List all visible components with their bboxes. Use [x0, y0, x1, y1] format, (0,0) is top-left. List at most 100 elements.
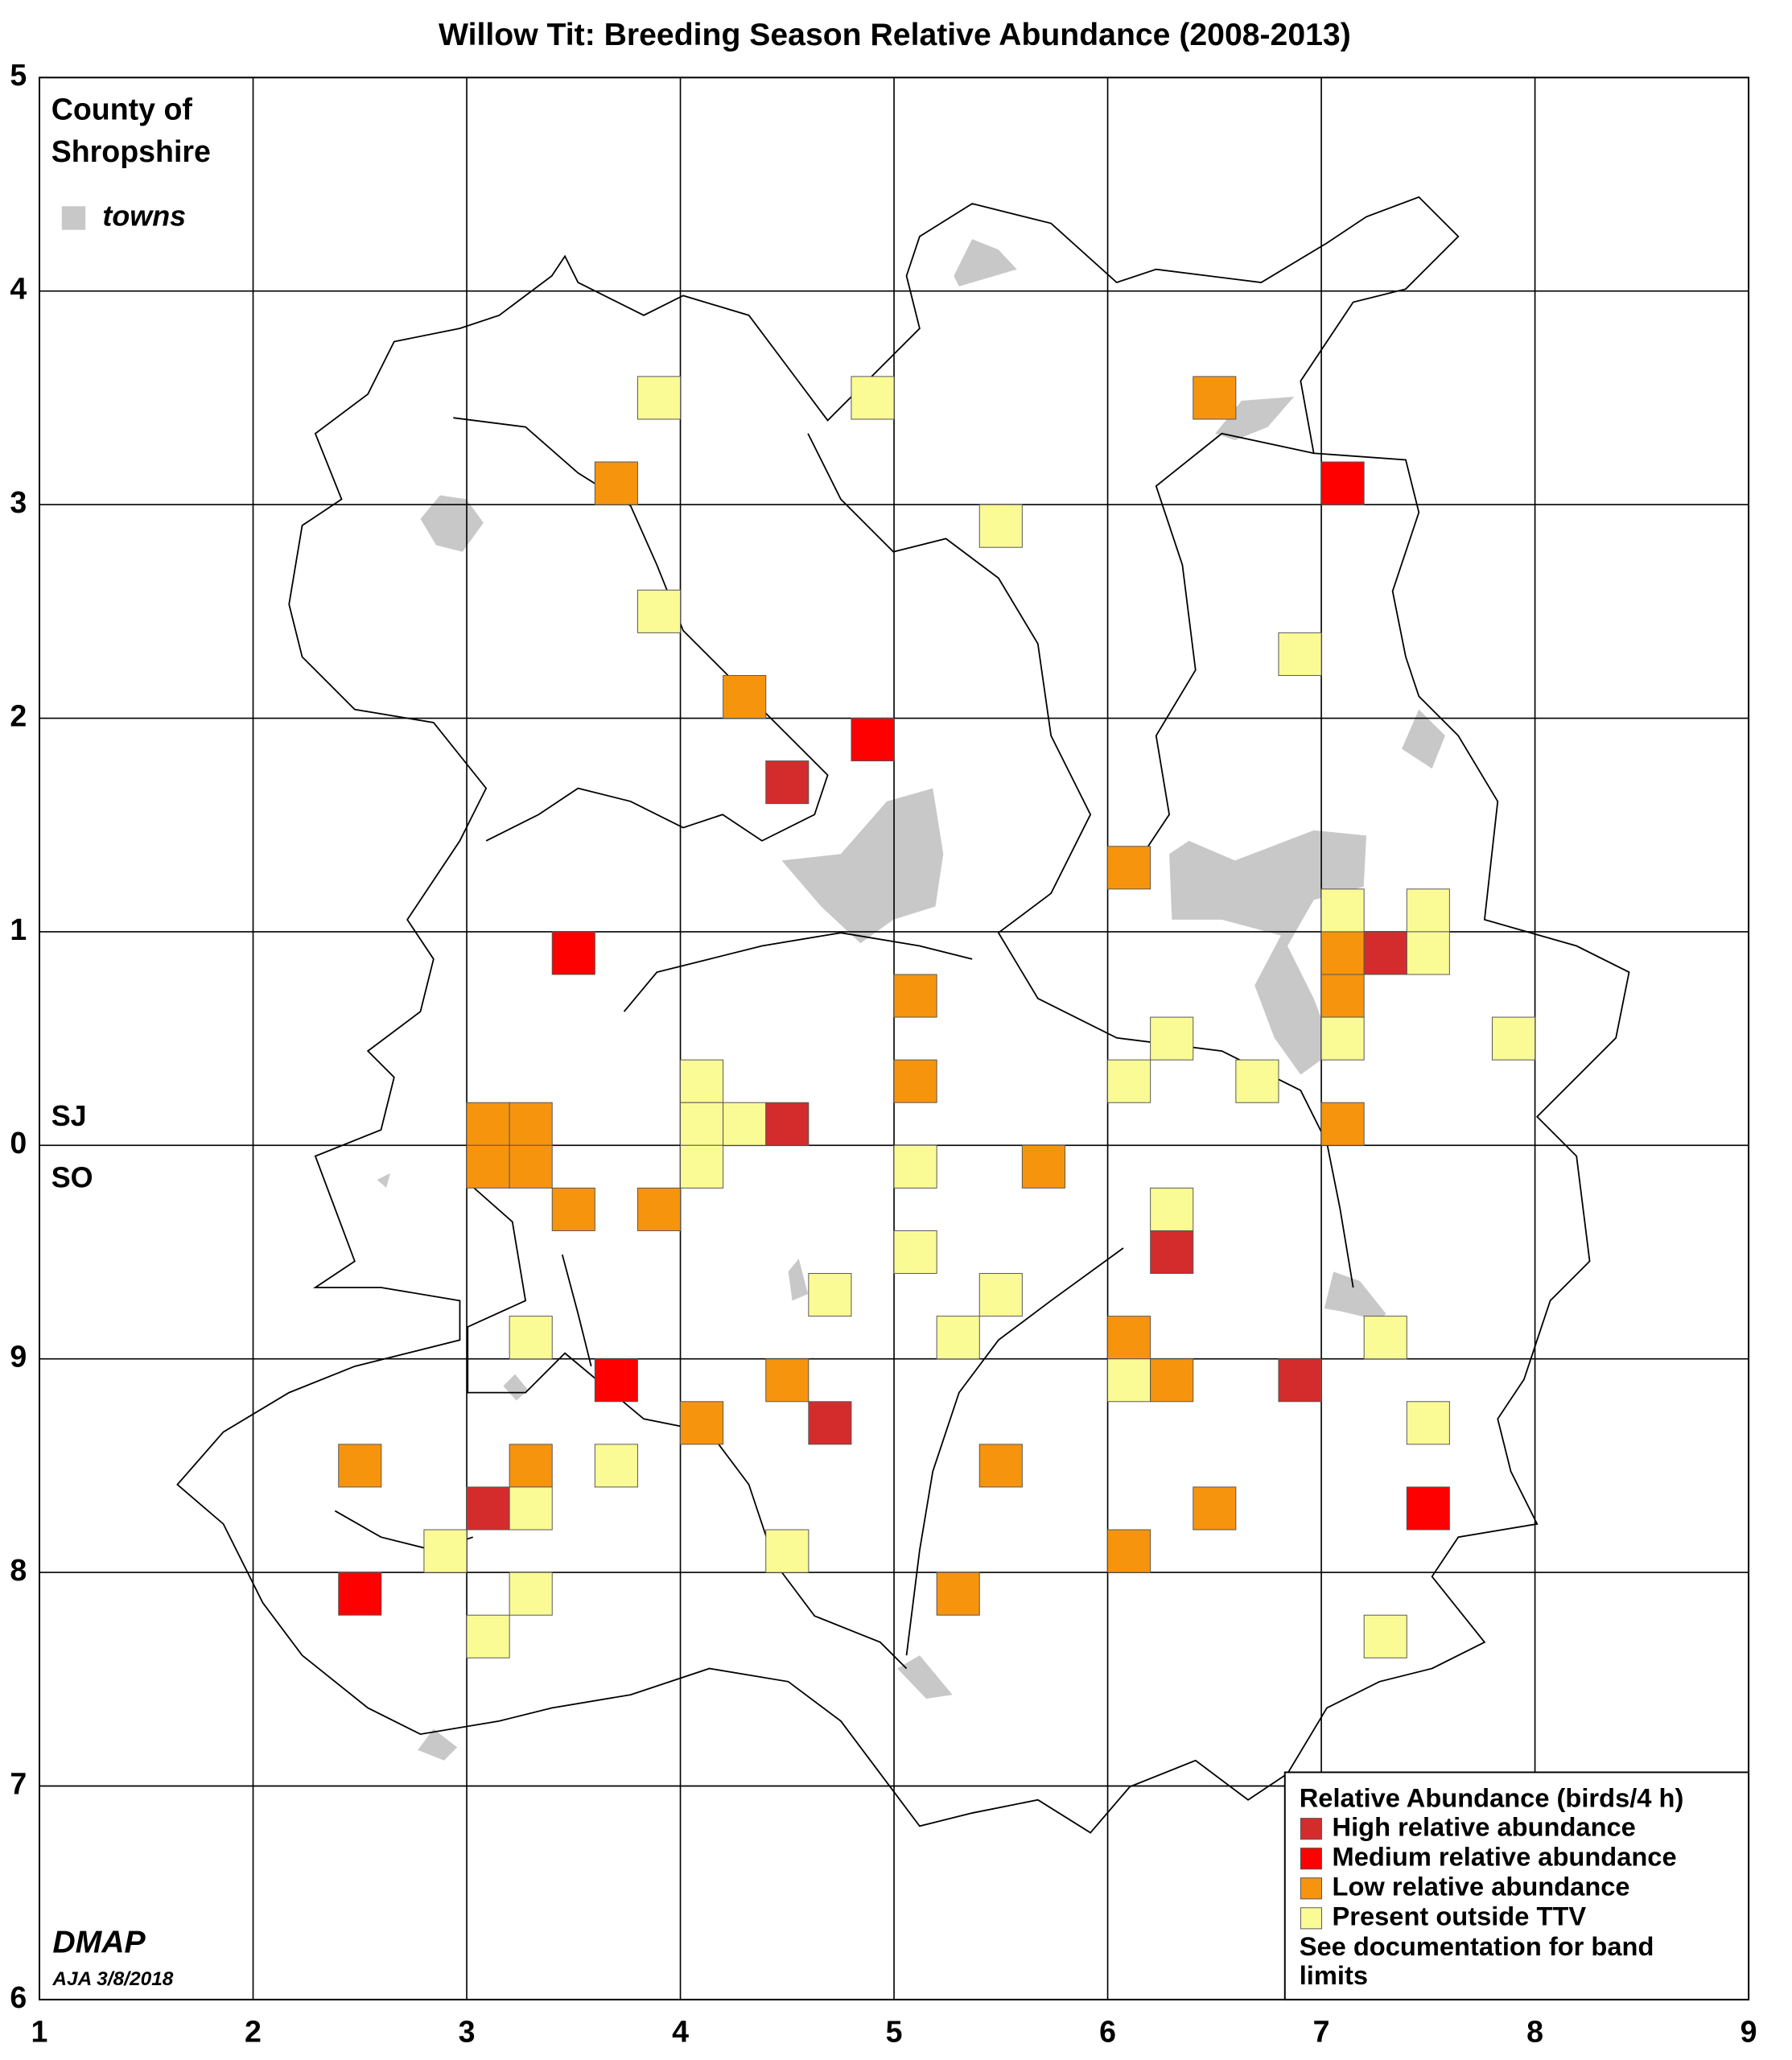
tetrad	[680, 1144, 724, 1189]
tetrad	[1235, 1059, 1279, 1103]
tetrad	[466, 1144, 510, 1189]
towns-swatch	[61, 206, 86, 230]
legend: Relative Abundance (birds/4 h) High rela…	[1283, 1771, 1750, 2000]
tetrad	[636, 1187, 682, 1231]
tetrad	[338, 1444, 382, 1488]
x-tick-label: 3	[459, 2014, 476, 2048]
tetrad	[808, 1273, 852, 1317]
y-tick-label: 5	[10, 58, 27, 92]
x-tick-label: 7	[1313, 2014, 1330, 2048]
tetrad	[1107, 1316, 1151, 1360]
tetrad	[551, 931, 595, 975]
tetrad	[1193, 376, 1237, 420]
y-tick-label: 6	[10, 1980, 27, 2014]
zone-label: SJ	[51, 1099, 87, 1132]
tetrad	[1107, 1358, 1151, 1403]
tetrad	[551, 1187, 595, 1231]
tetrad	[1406, 1486, 1450, 1531]
x-tick-label: 8	[1526, 2014, 1543, 2048]
x-tick-label: 4	[672, 2014, 689, 2048]
tetrad	[509, 1102, 553, 1146]
tetrad	[1107, 846, 1151, 890]
tetrad	[1363, 1316, 1407, 1360]
tetrad	[680, 1102, 724, 1146]
tetrad	[808, 1401, 852, 1445]
tetrad	[978, 1444, 1023, 1488]
tetrad	[851, 718, 895, 762]
legend-box	[1283, 1771, 1750, 2000]
x-tick-label: 9	[1741, 2014, 1757, 2048]
tetrad	[1150, 1230, 1194, 1275]
tetrads	[338, 376, 1536, 1658]
legend-swatch	[1300, 1877, 1322, 1900]
tetrad	[893, 1144, 937, 1189]
tetrad	[893, 1059, 937, 1103]
tetrad	[1150, 1358, 1194, 1403]
tetrad	[1320, 1102, 1365, 1146]
y-tick-label: 7	[10, 1766, 27, 1800]
tetrad	[1491, 1016, 1536, 1061]
title: Willow Tit: Breeding Season Relative Abu…	[439, 18, 1351, 52]
tetrad	[1320, 888, 1365, 933]
tetrad	[509, 1444, 553, 1488]
tetrad	[723, 1102, 767, 1146]
y-tick-label: 3	[10, 485, 27, 519]
tetrad	[851, 376, 895, 420]
tetrad	[723, 674, 767, 719]
y-tick-label: 9	[10, 1340, 27, 1374]
tetrad	[893, 1230, 937, 1275]
county-label: County of	[51, 93, 193, 126]
legend-note: See documentation for band	[1300, 1931, 1654, 1961]
county-label: Shropshire	[51, 134, 211, 168]
y-tick-label: 4	[10, 272, 27, 306]
legend-swatch	[1300, 1907, 1322, 1930]
tetrad	[466, 1102, 510, 1146]
tetrad	[1278, 632, 1322, 676]
tetrad	[1107, 1529, 1151, 1573]
y-tick-label: 8	[10, 1553, 27, 1587]
tetrad	[423, 1529, 468, 1573]
tetrad	[1406, 1401, 1450, 1445]
legend-label: Low relative abundance	[1333, 1871, 1630, 1901]
tetrad	[1150, 1187, 1194, 1231]
tetrad	[509, 1486, 553, 1531]
towns-label: towns	[102, 200, 186, 233]
legend-note: limits	[1300, 1960, 1368, 1990]
tetrad	[338, 1572, 382, 1616]
tetrad	[680, 1059, 724, 1103]
tetrad	[680, 1401, 724, 1445]
legend-label: High relative abundance	[1333, 1811, 1636, 1841]
tetrad	[765, 1102, 809, 1146]
tetrad	[636, 376, 682, 420]
tetrad	[936, 1316, 980, 1360]
tetrad	[1193, 1486, 1237, 1531]
tetrad	[893, 974, 937, 1018]
date: AJA 3/8/2018	[51, 1968, 173, 1990]
towns	[377, 239, 1445, 1761]
tetrad	[1150, 1016, 1194, 1061]
tetrad	[509, 1316, 553, 1360]
y-tick-label: 1	[10, 913, 27, 946]
tetrad	[636, 589, 682, 633]
tetrad	[765, 1529, 809, 1573]
x-tick-label: 2	[245, 2014, 262, 2048]
tetrad	[765, 760, 809, 805]
x-tick-label: 5	[886, 2014, 903, 2048]
tetrad	[1320, 974, 1365, 1018]
tetrad	[936, 1572, 980, 1616]
tetrad	[978, 504, 1023, 548]
legend-title: Relative Abundance (birds/4 h)	[1300, 1782, 1684, 1812]
tetrad	[1320, 461, 1365, 505]
x-tick-label: 6	[1099, 2014, 1116, 2048]
tetrad	[1320, 1016, 1365, 1061]
tetrad	[1021, 1144, 1065, 1189]
tetrad	[1406, 888, 1450, 933]
tetrad	[1363, 1614, 1407, 1658]
zone-label: SO	[51, 1161, 93, 1194]
tetrad	[765, 1358, 809, 1403]
tetrad	[594, 461, 638, 505]
tetrad	[509, 1572, 553, 1616]
